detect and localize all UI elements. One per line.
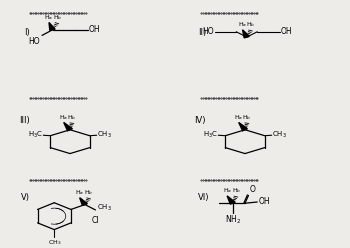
Text: CH$_3$: CH$_3$ (97, 202, 112, 213)
Text: CH$_3$: CH$_3$ (48, 238, 61, 247)
Polygon shape (243, 30, 249, 38)
Text: CH$_3$: CH$_3$ (272, 130, 287, 140)
Text: CH$_3$: CH$_3$ (97, 130, 112, 140)
Text: Cl: Cl (92, 216, 99, 225)
Text: NH$_2$: NH$_2$ (225, 214, 241, 226)
Text: OH: OH (258, 197, 270, 207)
Text: H$_b$: H$_b$ (84, 188, 94, 197)
Text: V): V) (21, 193, 30, 202)
Text: H$_a$: H$_a$ (234, 113, 243, 122)
Text: H$_b$: H$_b$ (68, 113, 77, 122)
Text: H$_a$: H$_a$ (75, 188, 84, 197)
Polygon shape (64, 123, 72, 131)
Text: H$_3$C: H$_3$C (203, 130, 218, 140)
Polygon shape (80, 198, 88, 206)
Text: III): III) (19, 116, 30, 125)
Text: HO: HO (29, 37, 40, 46)
Text: VI): VI) (198, 193, 209, 202)
Text: H$_a$: H$_a$ (59, 113, 68, 122)
Text: OH: OH (281, 27, 293, 36)
Text: H$_3$C: H$_3$C (28, 130, 43, 140)
Text: H$_a$: H$_a$ (223, 186, 232, 195)
Polygon shape (227, 196, 235, 204)
Text: HO: HO (202, 27, 214, 36)
Text: H$_b$: H$_b$ (232, 186, 241, 195)
Polygon shape (49, 23, 55, 31)
Text: I): I) (25, 28, 30, 37)
Text: H$_b$: H$_b$ (53, 13, 62, 22)
Text: II): II) (198, 28, 206, 37)
Text: H$_a$: H$_a$ (44, 13, 54, 22)
Text: IV): IV) (194, 116, 206, 125)
Text: O: O (250, 186, 256, 194)
Text: H$_b$: H$_b$ (246, 20, 256, 29)
Text: OH: OH (89, 25, 100, 34)
Polygon shape (239, 123, 247, 131)
Text: H$_a$: H$_a$ (238, 20, 247, 29)
Text: H$_b$: H$_b$ (243, 113, 252, 122)
